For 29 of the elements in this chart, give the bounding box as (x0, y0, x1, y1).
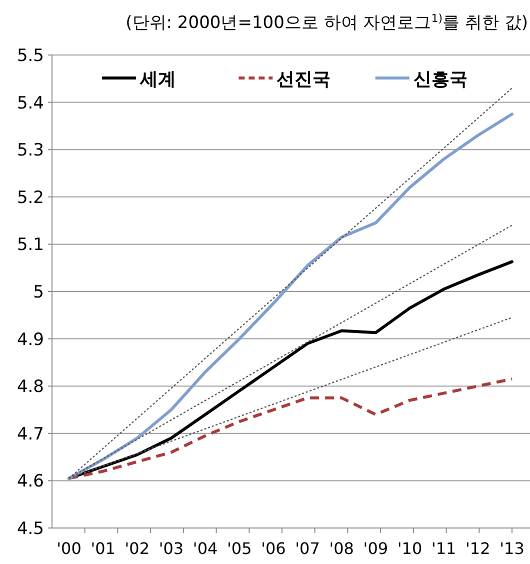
chart-title: (단위: 2000년=100으로 하여 자연로그$^{1)}$를 취한 값) (126, 12, 528, 33)
y-tick-label: 4.9 (16, 330, 44, 350)
y-tick-label: 5.4 (16, 93, 44, 114)
x-tick-label: '09 (363, 539, 388, 558)
x-tick-label: '12 (466, 539, 490, 558)
x-tick-label: '01 (90, 539, 116, 558)
y-tick-label: 4.7 (16, 424, 44, 444)
y-tick-label: 4.6 (16, 472, 44, 492)
x-tick-label: '00 (56, 539, 82, 558)
y-tick-label: 5.1 (16, 235, 44, 256)
legend-label: 세계 (139, 69, 176, 90)
x-tick-label: '05 (227, 539, 252, 558)
x-tick-label: '13 (500, 539, 524, 558)
y-tick-label: 5.5 (16, 46, 44, 66)
x-tick-label: '10 (397, 539, 422, 558)
x-tick-label: '11 (431, 539, 456, 558)
legend-label: 선진국 (276, 69, 331, 90)
y-tick-label: 5.3 (16, 140, 44, 161)
y-tick-label: 5 (33, 282, 44, 302)
x-tick-label: '02 (124, 539, 150, 558)
x-tick-label: '04 (192, 539, 218, 558)
y-tick-label: 4.5 (16, 519, 44, 539)
x-tick-label: '03 (158, 539, 184, 558)
y-tick-label: 5.2 (16, 188, 44, 208)
x-tick-label: '07 (295, 539, 320, 558)
x-tick-label: '06 (261, 539, 286, 558)
y-tick-label: 4.8 (16, 377, 44, 398)
x-tick-label: '08 (329, 539, 354, 558)
legend-label: 신흥국 (413, 69, 468, 90)
